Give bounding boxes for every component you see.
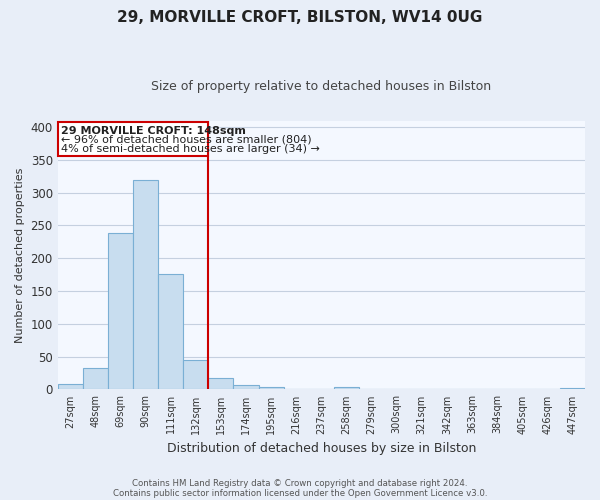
Text: 29, MORVILLE CROFT, BILSTON, WV14 0UG: 29, MORVILLE CROFT, BILSTON, WV14 0UG [118, 10, 482, 25]
Bar [259, 388, 284, 390]
Bar [133, 180, 158, 390]
X-axis label: Distribution of detached houses by size in Bilston: Distribution of detached houses by size … [167, 442, 476, 455]
Text: Contains public sector information licensed under the Open Government Licence v3: Contains public sector information licen… [113, 488, 487, 498]
Text: Contains HM Land Registry data © Crown copyright and database right 2024.: Contains HM Land Registry data © Crown c… [132, 478, 468, 488]
Bar [83, 368, 108, 390]
Bar [384, 389, 409, 390]
Bar [58, 384, 83, 390]
Bar [334, 388, 359, 390]
Text: 4% of semi-detached houses are larger (34) →: 4% of semi-detached houses are larger (3… [61, 144, 320, 154]
Title: Size of property relative to detached houses in Bilston: Size of property relative to detached ho… [151, 80, 491, 93]
Y-axis label: Number of detached properties: Number of detached properties [15, 168, 25, 342]
Text: ← 96% of detached houses are smaller (804): ← 96% of detached houses are smaller (80… [61, 135, 312, 145]
Bar [208, 378, 233, 390]
Text: 29 MORVILLE CROFT: 148sqm: 29 MORVILLE CROFT: 148sqm [61, 126, 247, 136]
Bar [108, 234, 133, 390]
Bar [183, 360, 208, 390]
FancyBboxPatch shape [58, 122, 208, 156]
Bar [158, 274, 183, 390]
Bar [560, 388, 585, 390]
Bar [233, 386, 259, 390]
